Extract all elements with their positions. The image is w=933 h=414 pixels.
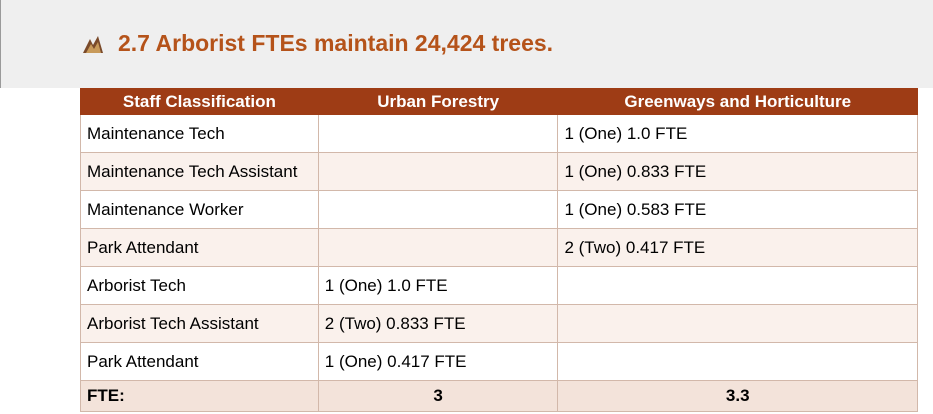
column-header: Greenways and Horticulture: [557, 88, 918, 115]
table-row: Maintenance Tech 1 (One) 1.0 FTE: [80, 114, 918, 153]
table-cell: [317, 228, 559, 267]
total-cell: FTE:: [80, 380, 319, 412]
column-header: Urban Forestry: [317, 88, 559, 115]
table-cell: [557, 342, 918, 381]
title-band: [0, 0, 933, 88]
table-row: Maintenance Worker 1 (One) 0.583 FTE: [80, 190, 918, 229]
table-cell: Maintenance Tech Assistant: [80, 152, 319, 191]
table-cell: 1 (One) 0.583 FTE: [557, 190, 918, 229]
column-header: Staff Classification: [80, 88, 319, 115]
total-cell: 3: [317, 380, 559, 412]
title: 2.7 Arborist FTEs maintain 24,424 trees.: [118, 30, 554, 56]
table-row: Arborist Tech Assistant 2 (Two) 0.833 FTE: [80, 304, 918, 343]
table-body: Maintenance Tech 1 (One) 1.0 FTE Maintenan…: [80, 114, 918, 412]
table-row: Arborist Tech 1 (One) 1.0 FTE: [80, 266, 918, 305]
table-row: Park Attendant 1 (One) 0.417 FTE: [80, 342, 918, 381]
table-row: Maintenance Tech Assistant 1 (One) 0.833 …: [80, 152, 918, 191]
table-cell: Park Attendant: [80, 342, 319, 381]
table-cell: 1 (One) 0.417 FTE: [317, 342, 559, 381]
title-icon: [83, 36, 103, 53]
total-row: FTE: 3 3.3: [80, 380, 918, 412]
total-cell: 3.3: [557, 380, 918, 412]
table-cell: Arborist Tech: [80, 266, 319, 305]
staff-table: Staff Classification Urban Forestry Greenw…: [80, 88, 918, 412]
table-cell: [317, 152, 559, 191]
table-cell: [317, 190, 559, 229]
table-row: Park Attendant 2 (Two) 0.417 FTE: [80, 228, 918, 267]
table-cell: Arborist Tech Assistant: [80, 304, 319, 343]
table-cell: Maintenance Worker: [80, 190, 319, 229]
table-cell: 2 (Two) 0.417 FTE: [557, 228, 918, 267]
header-row: Staff Classification Urban Forestry Greenw…: [80, 88, 918, 115]
table-cell: 1 (One) 1.0 FTE: [317, 266, 559, 305]
table-cell: [557, 304, 918, 343]
table-cell: [557, 266, 918, 305]
table-cell: 2 (Two) 0.833 FTE: [317, 304, 559, 343]
table-cell: Park Attendant: [80, 228, 319, 267]
table-cell: Maintenance Tech: [80, 114, 319, 153]
table-cell: [317, 114, 559, 153]
table-cell: 1 (One) 0.833 FTE: [557, 152, 918, 191]
table-cell: 1 (One) 1.0 FTE: [557, 114, 918, 153]
